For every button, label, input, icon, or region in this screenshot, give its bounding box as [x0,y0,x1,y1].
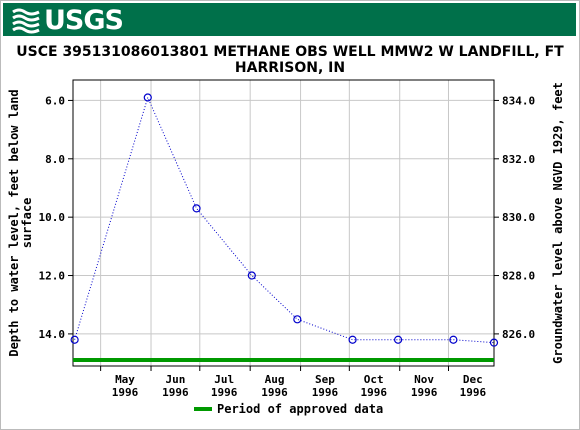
x-tick-label-year: 1996 [112,386,139,399]
y2-tick-label: 828.0 [502,270,535,283]
y-tick-label: 6.0 [45,94,65,107]
usgs-wave-icon [12,8,40,34]
x-tick-label-month: Jul [214,373,234,386]
x-tick-label-month: Nov [414,373,434,386]
x-tick-label-year: 1996 [211,386,238,399]
data-point [192,204,201,213]
y-tick-label: 8.0 [45,153,65,166]
data-point [70,335,79,344]
y-axis-label-line2: surface [20,198,34,249]
chart-title: USCE 395131086013801 METHANE OBS WELL MM… [16,44,564,76]
legend-label-approved: Period of approved data [217,402,383,416]
y-tick-label: 12.0 [39,270,66,283]
data-point [293,315,302,324]
axes: 6.0 8.0 10.0 12.0 14.0 834.0 832.0 830.0 828.0 82… [39,94,536,399]
x-tick-label-month: May [115,373,135,386]
plot-area [72,79,495,367]
x-tick-label-year: 1996 [460,386,487,399]
x-tick-label-month: Dec [463,373,483,386]
y-axis-label-line1: Depth to water level, feet below land [7,89,21,356]
data-point [393,335,403,344]
x-tick-label-year: 1996 [411,386,438,399]
legend: Period of approved data [194,402,383,416]
x-tick-label-year: 1996 [261,386,288,399]
y2-tick-label: 834.0 [502,94,535,107]
data-marks [70,93,499,362]
y2-tick-label: 832.0 [502,153,535,166]
x-tick-label-year: 1996 [162,386,189,399]
usgs-banner: USGS [3,3,576,36]
x-tick-label-month: Jun [165,373,185,386]
usgs-logo[interactable]: USGS [11,4,124,36]
grid-lines [73,80,494,366]
data-point [348,335,357,344]
data-point [449,335,458,344]
y2-axis-label: Groundwater level above NGVD 1929, feet [551,82,565,364]
data-point [247,271,256,280]
x-tick-label-month: Sep [315,373,335,386]
x-tick-label-year: 1996 [312,386,339,399]
data-point [489,338,499,347]
y2-tick-label: 826.0 [502,328,535,341]
data-point [143,93,152,102]
y-tick-label: 10.0 [39,211,66,224]
y-tick-label: 14.0 [39,328,66,341]
series-line [74,96,495,344]
usgs-logo-text: USGS [44,4,124,36]
x-tick-label-month: Aug [265,373,285,386]
x-tick-label-month: Oct [364,373,384,386]
y2-tick-label: 830.0 [502,211,535,224]
x-tick-label-year: 1996 [360,386,387,399]
